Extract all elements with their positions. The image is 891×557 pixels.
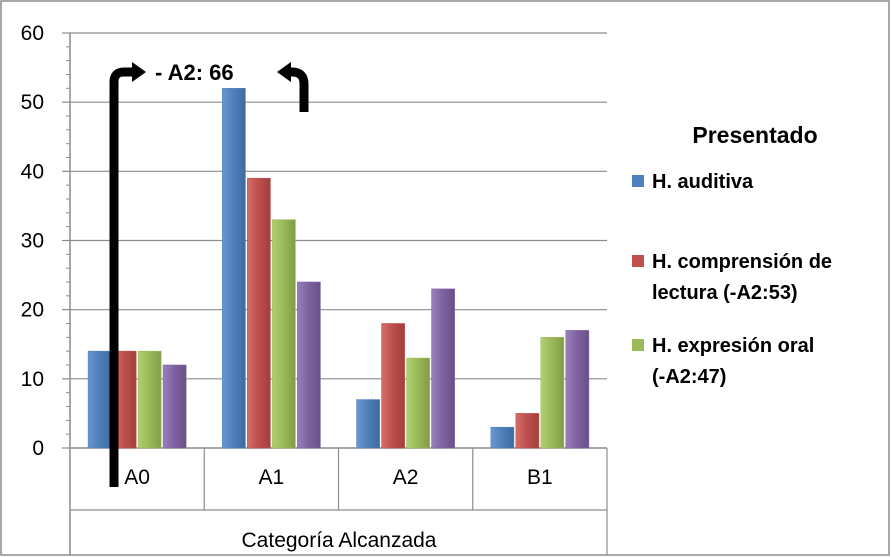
legend-entry: H. auditiva	[652, 171, 754, 193]
arrowhead-right	[277, 62, 291, 82]
x-category-labels: A0 A1 A2 B1	[124, 466, 552, 489]
legend-title: Presentado	[692, 122, 817, 148]
legend-swatch	[632, 175, 644, 187]
bar	[162, 364, 187, 449]
bar	[431, 288, 455, 449]
bar	[490, 426, 515, 449]
y-tick-label: 20	[21, 299, 44, 322]
bar	[297, 281, 321, 449]
bar	[272, 219, 296, 449]
legend-entry: H. expresión oral	[652, 335, 814, 357]
bar	[515, 413, 540, 449]
bars	[87, 88, 590, 449]
legend-entry: H. comprensión de	[652, 251, 832, 273]
bar	[565, 330, 590, 449]
y-tick-label: 40	[21, 160, 44, 183]
x-category-label: A0	[124, 466, 150, 489]
y-tick-label: 0	[32, 437, 44, 460]
arrowhead-left	[132, 62, 146, 82]
x-axis-title: Categoría Alcanzada	[242, 529, 437, 552]
x-category-label: A1	[259, 466, 285, 489]
legend-swatch	[632, 255, 644, 267]
bar	[247, 177, 271, 449]
bar	[87, 350, 112, 449]
annotation-arrow	[109, 67, 309, 487]
bar	[406, 357, 430, 449]
legend-entry: (-A2:47)	[652, 366, 726, 388]
legend: H. auditiva H. comprensión de lectura (-A2…	[632, 171, 832, 388]
y-tick-label: 30	[21, 230, 44, 253]
legend-entry: lectura (-A2:53)	[652, 282, 798, 304]
bar	[356, 399, 380, 449]
x-category-label: B1	[527, 466, 553, 489]
bar	[540, 337, 565, 449]
y-tick-label: 10	[21, 368, 44, 391]
legend-swatch	[632, 339, 644, 351]
bar	[222, 88, 246, 449]
x-category-label: A2	[393, 466, 419, 489]
y-tick-label: 50	[21, 91, 44, 114]
bar	[137, 350, 162, 449]
annotation-label: - A2: 66	[155, 60, 234, 85]
y-tick-label: 60	[21, 22, 44, 45]
y-tick-labels: 0 10 20 30 40 50 60	[21, 22, 44, 460]
bar	[381, 323, 405, 449]
